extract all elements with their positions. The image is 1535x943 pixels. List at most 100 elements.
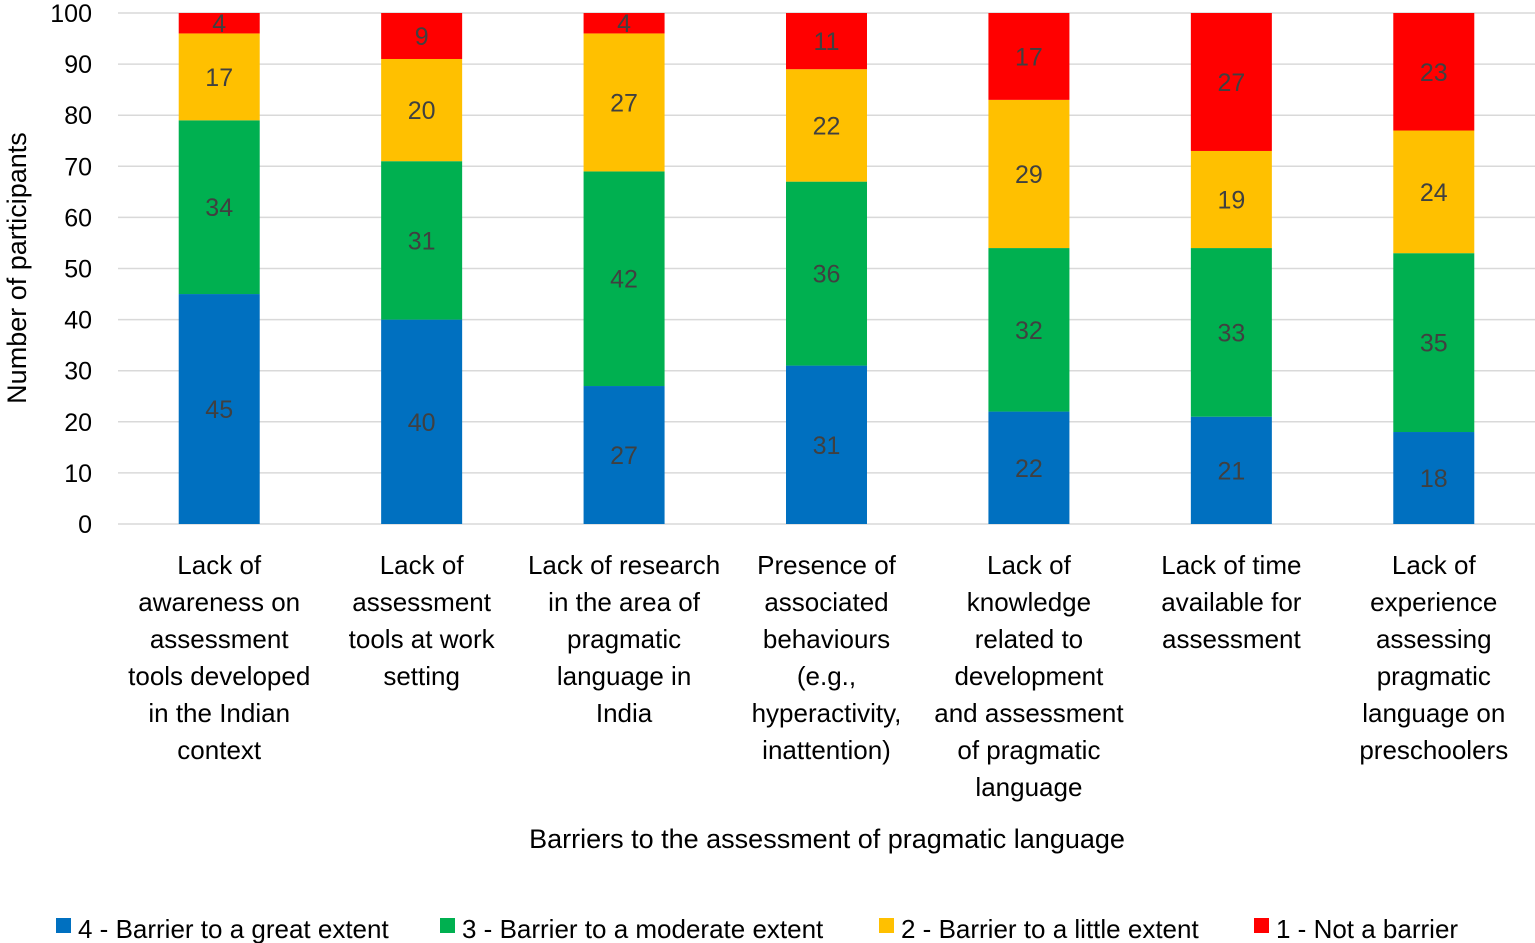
bar-segment [583,13,665,34]
bar-segment [988,248,1070,412]
x-category-label: Lack of experience assessing pragmatic langu… [1359,550,1508,765]
data-label: 27 [610,442,638,470]
x-category-label-line: India [596,698,653,728]
legend-label: 2 - Barrier to a little extent [901,914,1199,943]
x-category-label-line: language in [557,661,691,691]
x-category-label-line: assessment [1162,624,1301,654]
x-category-label: Presence of associated behaviours (e.g., hyp… [752,550,902,765]
data-label: 20 [408,97,436,125]
y-tick-label: 30 [64,358,92,386]
x-category-label-line: pragmatic [567,624,681,654]
bar-segment [1190,150,1272,249]
data-label: 36 [813,261,841,289]
bar-segment [1190,248,1272,417]
x-category-label-line: development [954,661,1104,691]
bar-segment [1393,130,1475,254]
legend: 4 - Barrier to a great extent 3 - Barrier… [56,914,1458,943]
bar-segment [178,13,260,34]
x-category-label-line: Presence of [757,550,897,580]
bar-segment [1393,432,1475,524]
x-category-label-line: assessment [352,587,491,617]
bar-segment [583,386,665,524]
data-label: 24 [1420,179,1448,207]
data-label: 4 [212,10,226,38]
data-label: 9 [415,23,429,51]
x-axis-title: Barriers to the assessment of pragmatic … [529,824,1125,854]
bar-segment [988,99,1070,249]
legend-label: 1 - Not a barrier [1276,914,1458,943]
x-category-label-line: tools at work [349,624,496,654]
x-category-label-line: Lack of research [528,550,720,580]
data-label: 40 [408,409,436,437]
data-label: 29 [1015,161,1043,189]
data-label: 34 [205,194,233,222]
x-category-label: Lack of awareness on assessment tools devel… [128,550,310,765]
x-category-label-line: pragmatic [1377,661,1491,691]
data-label: 21 [1217,457,1245,485]
bar-segment [786,13,867,70]
x-category-label: Lack of research in the area of pragmatic l… [528,550,720,728]
data-label: 22 [813,112,841,140]
x-category-label-line: in the Indian [148,698,290,728]
x-category-label-line: related to [975,624,1083,654]
y-axis: 0 10 20 30 40 50 60 70 80 90 100 [50,0,92,539]
data-label: 31 [408,227,436,255]
bar-segment [1393,253,1475,433]
data-label: 23 [1420,59,1448,87]
bar-segment [786,365,867,524]
x-axis: Lack of awareness on assessment tools devel… [128,550,1508,802]
bar-segment [786,69,867,182]
data-label: 4 [617,10,631,38]
x-category-label: Lack of time available for assessment [1161,550,1302,654]
y-tick-label: 10 [64,460,92,488]
data-label: 32 [1015,317,1043,345]
x-category-label-line: tools developed [128,661,310,691]
data-label: 33 [1217,319,1245,347]
x-category-label: Lack of assessment tools at work setting [349,550,496,691]
y-tick-label: 50 [64,256,92,284]
x-category-label-line: assessing [1376,624,1492,654]
data-label: 18 [1420,465,1448,493]
y-tick-label: 60 [64,204,92,232]
x-category-label-line: context [177,735,262,765]
x-category-label: Lack of knowledge related to development and… [934,550,1124,802]
x-category-label-line: Lack of [380,550,465,580]
bar-segment [583,171,665,387]
bar-segment [178,120,260,295]
x-category-label-line: experience [1370,587,1497,617]
x-category-label-line: associated [764,587,888,617]
x-category-label-line: available for [1161,587,1302,617]
data-label: 17 [205,64,233,92]
bar-segment [178,33,260,121]
x-category-label-line: hyperactivity, [752,698,902,728]
data-label: 35 [1420,330,1448,358]
y-tick-label: 80 [64,102,92,130]
bar-segment [381,13,463,59]
bar-segment [1190,416,1272,524]
x-category-label-line: knowledge [967,587,1091,617]
x-category-label-line: (e.g., [797,661,856,691]
y-tick-label: 100 [50,0,92,28]
x-category-label-line: Lack of [987,550,1072,580]
bar-segment [1393,13,1475,131]
x-category-label-line: and assessment [934,698,1124,728]
data-label: 27 [610,89,638,117]
x-category-label-line: of pragmatic [957,735,1100,765]
x-category-label-line: Lack of time [1161,550,1301,580]
y-tick-label: 20 [64,409,92,437]
bar-segment [178,294,260,524]
bar-segment [381,58,463,162]
x-category-label-line: in the area of [548,587,701,617]
y-tick-label: 0 [78,511,92,539]
bar-segment [583,33,665,172]
data-label: 42 [610,266,638,294]
data-label: 45 [205,396,233,424]
x-category-label-line: inattention) [762,735,891,765]
data-label: 22 [1015,455,1043,483]
x-category-label-line: awareness on [138,587,300,617]
bar-segment [988,411,1070,524]
x-category-label-line: language on [1362,698,1505,728]
x-category-label-line: preschoolers [1359,735,1508,765]
bars: 45 34 17 4 40 31 20 9 27 42 27 4 31 36 22 11 22 32 29 17 21 3… [178,10,1475,524]
